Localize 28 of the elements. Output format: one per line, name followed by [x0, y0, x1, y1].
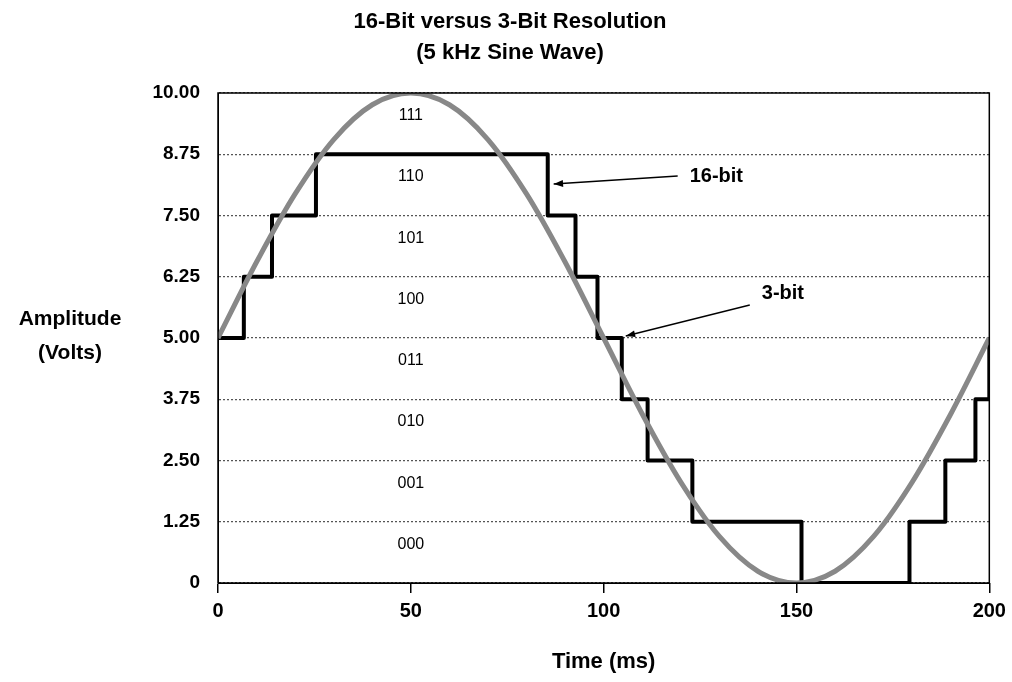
y-tick-label: 8.75 — [163, 142, 201, 164]
annotation: 101 — [397, 228, 425, 246]
x-tick-label: 100 — [586, 598, 621, 621]
y-tick-label: 5.00 — [163, 326, 200, 348]
annotation: 010 — [397, 412, 425, 430]
y-tick-label: 6.25 — [163, 264, 201, 286]
x-tick-label: 150 — [779, 598, 814, 621]
annotation: 000 — [397, 534, 425, 552]
x-tick-label: 200 — [972, 598, 1006, 621]
x-tick-label: 50 — [399, 598, 422, 621]
y-axis-title: Amplitude (Volts) — [18, 305, 122, 363]
chart-subtitle: (5 kHz Sine Wave) — [416, 39, 604, 65]
chart-title: 16-Bit versus 3-Bit Resolution — [353, 8, 667, 34]
annotation: 100 — [397, 289, 425, 307]
y-tick-label: 1.25 — [163, 509, 201, 531]
annotation: 011 — [398, 351, 424, 369]
annotation: 16-bit — [689, 163, 744, 186]
annotation: 3-bit — [761, 280, 805, 303]
x-tick-label: 0 — [212, 598, 224, 621]
y-tick-label: 3.75 — [163, 387, 201, 409]
y-tick-label: 0 — [189, 571, 200, 593]
y-tick-label: 2.50 — [163, 448, 200, 470]
y-tick-label: 10.00 — [152, 81, 200, 103]
annotation: 111 — [398, 106, 424, 124]
y-tick-label: 7.50 — [163, 203, 200, 225]
annotation: 110 — [398, 167, 424, 185]
annotation: 001 — [397, 473, 425, 491]
x-axis-title: Time (ms) — [551, 648, 656, 674]
